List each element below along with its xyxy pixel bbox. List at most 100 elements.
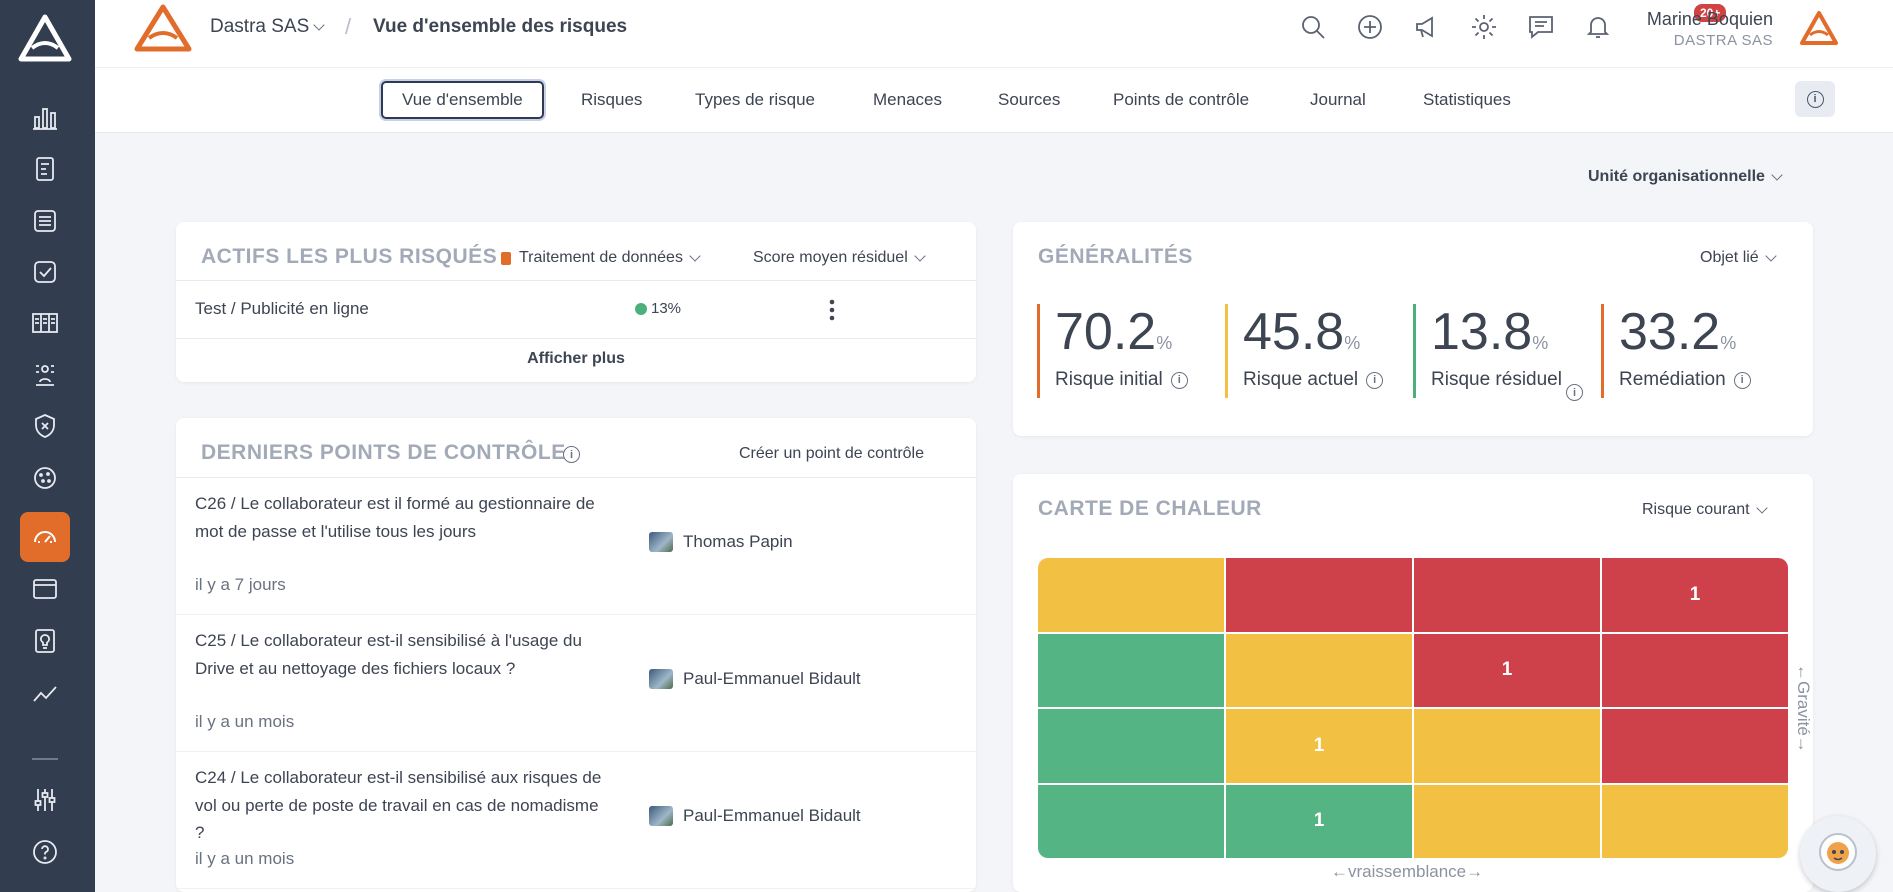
assistant-bot-button[interactable] <box>1800 816 1876 892</box>
heatmap-cell <box>1226 558 1412 632</box>
asset-name[interactable]: Test / Publicité en ligne <box>195 299 369 318</box>
asset-score: 13% <box>635 300 681 317</box>
settings-sliders-icon[interactable] <box>20 775 70 825</box>
heatmap-cell <box>1414 709 1600 783</box>
control-title: C24 / Le collaborateur est-il sensibilis… <box>195 768 602 842</box>
risk-type-filter[interactable]: Risque courant <box>1642 501 1768 519</box>
messages-icon[interactable] <box>1526 12 1556 42</box>
owner-name: Paul-Emmanuel Bidault <box>683 806 861 825</box>
tab-types-risque[interactable]: Types de risque <box>695 90 816 109</box>
kpi-number: 33.2 <box>1619 303 1721 361</box>
tab-journal[interactable]: Journal <box>1310 90 1366 109</box>
info-icon[interactable]: i <box>1733 371 1751 389</box>
user-avatar[interactable] <box>1799 10 1839 46</box>
tab-risques[interactable]: Risques <box>581 90 643 109</box>
kpi-label: Risque actuel i <box>1243 369 1384 391</box>
chevron-down-icon <box>1771 168 1783 181</box>
control-owner: Paul-Emmanuel Bidault <box>649 806 861 826</box>
card-title: GÉNÉRALITÉS <box>1038 245 1193 268</box>
database-icon[interactable] <box>20 196 70 246</box>
org-unit-label: Unité organisationnelle <box>1588 168 1765 185</box>
info-icon[interactable]: i <box>1566 384 1583 401</box>
owner-name: Paul-Emmanuel Bidault <box>683 669 861 688</box>
create-control-link[interactable]: Créer un point de contrôle <box>739 445 924 462</box>
kpi-label-text: Risque initial <box>1055 369 1163 390</box>
workflow-icon[interactable] <box>20 350 70 400</box>
announcement-icon[interactable] <box>1412 12 1442 42</box>
divider <box>176 614 976 615</box>
heatmap-cell[interactable]: 1 <box>1414 633 1600 707</box>
avatar <box>649 532 673 552</box>
dastra-logo[interactable] <box>18 14 72 62</box>
risk-gauge-icon[interactable] <box>20 512 70 562</box>
security-shield-icon[interactable] <box>20 401 70 451</box>
add-icon[interactable] <box>1355 12 1385 42</box>
sidebar-divider <box>32 758 58 760</box>
analytics-icon[interactable] <box>20 668 70 718</box>
registry-icon[interactable] <box>20 144 70 194</box>
risk-type-label: Risque courant <box>1642 501 1750 518</box>
org-unit-selector[interactable]: Unité organisationnelle <box>1588 168 1783 186</box>
audit-icon[interactable] <box>20 616 70 666</box>
help-icon[interactable] <box>20 827 70 877</box>
info-icon[interactable]: i <box>1170 371 1188 389</box>
chevron-down-icon <box>313 18 325 31</box>
show-more-button[interactable]: Afficher plus <box>527 350 625 367</box>
heatmap-cell <box>1038 709 1224 783</box>
score-filter[interactable]: Score moyen résiduel <box>753 249 926 267</box>
kpi-number: 45.8 <box>1243 303 1345 361</box>
window-icon[interactable] <box>20 564 70 614</box>
chevron-down-icon <box>1765 249 1777 262</box>
info-icon[interactable]: i <box>1366 371 1384 389</box>
heatmap-cell[interactable]: 1 <box>1226 784 1412 858</box>
tab-menaces[interactable]: Menaces <box>873 90 942 109</box>
heatmap-cell <box>1038 784 1224 858</box>
card-title: ACTIFS LES PLUS RISQUÉS <box>201 245 498 268</box>
kpi-unit: % <box>1156 333 1173 353</box>
asset-type-filter[interactable]: Traitement de données <box>501 249 701 267</box>
dashboard-icon[interactable] <box>20 93 70 143</box>
kpi-number: 13.8 <box>1431 303 1533 361</box>
tab-statistiques[interactable]: Statistiques <box>1423 90 1511 109</box>
user-org: DASTRA SAS <box>1673 32 1773 49</box>
status-dot <box>635 302 647 315</box>
more-options-icon[interactable] <box>826 298 838 322</box>
heatmap-cell[interactable]: 1 <box>1602 558 1788 632</box>
heatmap-cell <box>1226 633 1412 707</box>
control-owner: Thomas Papin <box>649 532 793 552</box>
chevron-down-icon <box>1755 501 1768 514</box>
chevron-down-icon <box>914 249 926 262</box>
notification-badge: 20+ <box>1694 4 1727 22</box>
settings-icon[interactable] <box>1469 12 1499 42</box>
divider <box>176 280 976 281</box>
heatmap-cell <box>1414 784 1600 858</box>
kpi-label-text: Risque résiduel <box>1431 369 1562 390</box>
checklist-icon[interactable] <box>20 247 70 297</box>
kpi-value: 13.8% <box>1431 304 1562 371</box>
card-title: DERNIERS POINTS DE CONTRÔLE <box>201 441 566 464</box>
divider <box>176 477 976 478</box>
tab-points-controle[interactable]: Points de contrôle <box>1113 90 1250 109</box>
kpi-unit: % <box>1720 333 1737 353</box>
user-name[interactable]: Marine Boquien <box>1646 9 1773 29</box>
kpi-unit: % <box>1344 333 1361 353</box>
asset-type-label: Traitement de données <box>519 249 683 266</box>
bell-icon[interactable] <box>1583 12 1613 42</box>
kpi-value: 45.8% <box>1243 304 1383 371</box>
company-logo[interactable] <box>133 3 193 53</box>
heatmap-cell[interactable]: 1 <box>1226 709 1412 783</box>
control-title: C26 / Le collaborateur est il formé au g… <box>195 494 595 541</box>
info-icon[interactable]: i <box>563 446 580 463</box>
tab-sources[interactable]: Sources <box>998 90 1061 109</box>
org-selector[interactable]: Dastra SAS <box>210 16 325 38</box>
divider <box>176 888 976 889</box>
top-risky-assets-card: ACTIFS LES PLUS RISQUÉS Traitement de do… <box>176 222 976 382</box>
score-filter-label: Score moyen résiduel <box>753 249 908 266</box>
catalog-icon[interactable] <box>20 298 70 348</box>
tab-vue-ensemble[interactable]: Vue d'ensemble <box>381 81 544 119</box>
cookie-icon[interactable] <box>20 453 70 503</box>
linked-object-filter[interactable]: Objet lié <box>1700 249 1777 267</box>
search-icon[interactable] <box>1298 12 1328 42</box>
info-button[interactable]: i <box>1795 81 1835 117</box>
